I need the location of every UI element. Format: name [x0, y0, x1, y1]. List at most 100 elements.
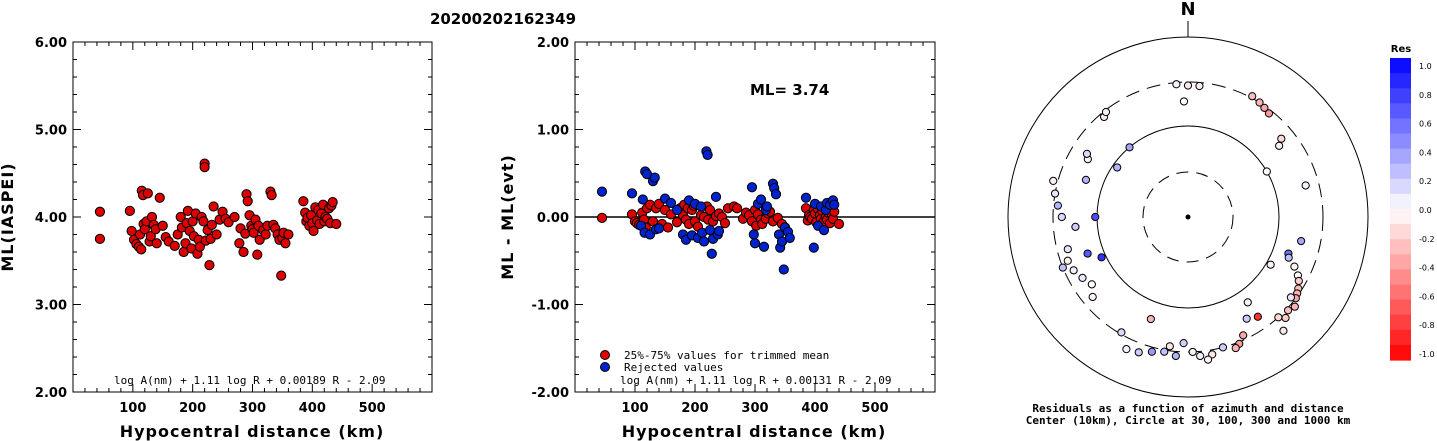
colorbar-tick-label: 0.4	[1419, 148, 1432, 157]
rejected-point	[748, 229, 759, 240]
station-residual-point	[1172, 80, 1181, 89]
circle-1000km	[1007, 36, 1369, 398]
y-tick-label: -2.00	[532, 386, 569, 401]
colorbar-swatch	[1390, 329, 1411, 346]
ml-annotation: ML= 3.74	[750, 81, 829, 99]
x-tick-label: 200	[681, 401, 708, 416]
y-tick-label: 1.00	[537, 124, 569, 139]
legend-marker-rejected	[600, 362, 610, 372]
circle-300km	[1052, 81, 1324, 353]
station-residual-point	[1053, 201, 1062, 210]
rejected-point	[829, 199, 840, 210]
colorbar-tick-label: 0.2	[1419, 177, 1432, 186]
data-point	[248, 227, 259, 238]
colorbar-tick-label: 1.0	[1419, 62, 1432, 71]
colorbar-swatch	[1390, 314, 1411, 331]
data-point	[142, 188, 153, 199]
rejected-point	[637, 194, 648, 205]
station-residual-point	[1239, 331, 1248, 340]
colorbar-swatch	[1390, 224, 1411, 240]
station-residual-point	[1179, 97, 1189, 106]
station-residual-point	[1196, 351, 1205, 361]
x-axis-label: Hypocentral distance (km)	[622, 422, 887, 441]
rejected-point	[626, 188, 638, 199]
x-tick-label: 500	[861, 401, 888, 416]
colorbar-tick-label: -0.8	[1419, 321, 1435, 330]
station-residual-point	[1165, 342, 1174, 351]
station-residual-point	[1279, 326, 1288, 335]
station-residual-point	[1082, 149, 1092, 158]
colorbar-swatch	[1390, 163, 1411, 180]
data-point	[242, 196, 253, 207]
data-point	[266, 190, 277, 201]
station-residual-point	[1069, 266, 1078, 275]
data-point	[331, 218, 342, 230]
rejected-point	[749, 238, 761, 249]
station-residual-point	[1125, 143, 1134, 152]
station-residual-point	[1071, 222, 1080, 231]
trimmed-point	[596, 212, 608, 223]
station-residual-point	[1160, 347, 1169, 356]
data-point	[234, 238, 245, 249]
rejected-point	[698, 236, 710, 247]
station-residual-point	[1243, 298, 1252, 307]
x-tick-label: 400	[299, 401, 326, 416]
y-tick-label: 5.00	[35, 124, 67, 139]
rejected-point	[702, 149, 713, 160]
north-label: N	[1180, 0, 1195, 20]
colorbar-swatch	[1390, 269, 1411, 286]
station-residual-point	[1063, 245, 1072, 254]
legend-label-rejected: Rejected values	[624, 361, 723, 374]
colorbar-tick-label: 0.6	[1419, 120, 1432, 129]
station-residual-point	[1049, 176, 1058, 185]
data-point	[208, 201, 219, 212]
station-residual-point	[1242, 314, 1251, 323]
data-point	[204, 260, 215, 271]
residual-vs-distance-chart: ML - ML(evt) Hypocentral distance (km) M…	[498, 36, 936, 441]
station-residual-point	[1091, 212, 1100, 222]
colorbar-swatch	[1390, 239, 1411, 255]
data-point	[238, 246, 249, 258]
colorbar-swatch	[1390, 284, 1411, 301]
station-residual-point	[1262, 167, 1271, 176]
colorbar-swatch	[1390, 148, 1411, 165]
colorbar-swatch	[1390, 118, 1411, 135]
y-tick-label: -1.00	[532, 299, 569, 314]
station-residual-point	[1203, 355, 1213, 364]
colorbar-swatch	[1390, 178, 1411, 195]
data-point	[151, 238, 162, 249]
rejected-point	[784, 232, 795, 244]
y-tick-label: 4.00	[35, 211, 67, 226]
event-id-title: 20200202162349	[430, 10, 576, 28]
station-residual-point	[1264, 109, 1274, 118]
x-tick-label: 200	[179, 401, 206, 416]
colorbar-swatch	[1390, 344, 1411, 361]
colorbar-swatch	[1390, 209, 1411, 225]
colorbar-tick-label: 0.8	[1419, 91, 1432, 100]
data-point	[124, 205, 135, 216]
station-residual-point	[1290, 262, 1299, 271]
x-tick-label: 400	[801, 401, 828, 416]
x-tick-label: 100	[621, 401, 648, 416]
station-residual-point	[1188, 347, 1197, 357]
station-residual-point	[1083, 249, 1092, 258]
colorbar-tick-label: -0.2	[1419, 235, 1435, 244]
station-residual-point	[1218, 343, 1228, 352]
colorbar-tick-label: -1.0	[1419, 350, 1435, 359]
y-tick-label: 6.00	[35, 36, 67, 51]
data-point	[157, 220, 168, 231]
data-point	[136, 244, 147, 255]
station-residual-point	[1117, 328, 1126, 337]
station-residual-point	[1277, 134, 1286, 143]
station-residual-point	[1147, 347, 1156, 356]
rejected-point	[713, 225, 725, 237]
station-residual-point	[1260, 103, 1269, 112]
station-residual-point	[1208, 350, 1217, 359]
y-axis-label: ML - ML(evt)	[498, 154, 517, 280]
legend-marker-trimmed	[600, 350, 610, 360]
x-tick-label: 500	[359, 401, 386, 416]
data-point	[94, 233, 106, 244]
rejected-point	[808, 242, 819, 253]
rejected-point	[653, 223, 665, 234]
station-residual-point	[1253, 312, 1262, 321]
